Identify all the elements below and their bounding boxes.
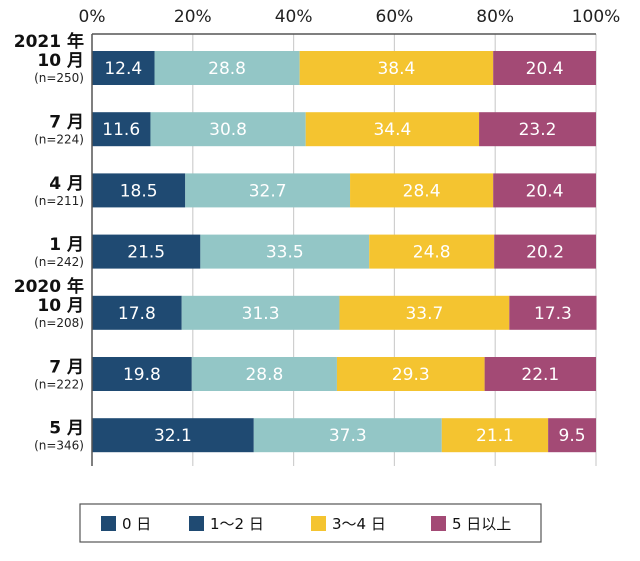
data-label: 38.4 <box>377 59 415 79</box>
bar-segment <box>92 295 182 330</box>
data-label: 12.4 <box>104 59 142 79</box>
bar-segment <box>92 51 155 85</box>
data-label: 19.8 <box>123 365 161 385</box>
bar-segment <box>92 112 151 147</box>
category-labels: 2021 年10 月(n=250)7 月(n=224)4 月(n=211)1 月… <box>14 31 84 453</box>
axes <box>91 33 596 466</box>
bars: 12.4 28.8 38.4 20.4 11.6 30.8 34.4 23.2 18.5 32.7… <box>92 51 597 453</box>
legend-swatch <box>101 516 116 531</box>
category-n-label: (n=224) <box>34 133 84 147</box>
data-label: 20.2 <box>526 243 564 263</box>
bar-segment <box>484 357 596 391</box>
bar-segment <box>441 418 549 453</box>
legend-swatch <box>311 516 326 531</box>
bar-segment <box>299 51 494 85</box>
bar-segment <box>479 112 596 147</box>
data-label: 34.4 <box>373 120 411 140</box>
data-label: 32.1 <box>154 426 192 446</box>
category-label: 5 月 <box>49 419 84 439</box>
data-label: 17.3 <box>534 304 572 324</box>
legend-label: 0 日 <box>122 515 151 533</box>
data-label: 28.8 <box>208 59 246 79</box>
category-label: 2021 年 <box>14 31 84 52</box>
data-label: 33.5 <box>266 243 304 263</box>
legend-box <box>79 503 542 543</box>
bar-segment <box>92 357 192 391</box>
data-label: 33.7 <box>405 304 443 324</box>
data-label: 21.5 <box>127 243 165 263</box>
category-label: 7 月 <box>49 113 84 133</box>
bar-segment <box>350 173 494 208</box>
data-label: 18.5 <box>120 181 158 201</box>
bar-segment <box>181 295 340 330</box>
category-label: 1 月 <box>49 235 84 255</box>
bar-segment <box>92 418 254 453</box>
legend-label: 5 日以上 <box>452 515 511 533</box>
data-label: 31.3 <box>242 304 280 324</box>
bar-segment <box>493 51 596 85</box>
bar-segment <box>191 357 337 391</box>
x-tick-label: 80% <box>476 7 514 27</box>
legend: 0 日 1〜2 日 3〜4 日 5 日以上 <box>79 503 542 543</box>
category-n-label: (n=208) <box>34 316 84 330</box>
bar-segment <box>154 51 300 85</box>
category-n-label: (n=211) <box>34 194 84 208</box>
x-tick-label: 40% <box>275 7 313 27</box>
x-tick-label: 20% <box>174 7 212 27</box>
x-tick-label: 60% <box>376 7 414 27</box>
category-label: 4 月 <box>49 174 84 194</box>
bar-segment <box>200 234 370 269</box>
bar-segment <box>253 418 442 453</box>
category-n-label: (n=250) <box>34 71 84 85</box>
legend-label: 1〜2 日 <box>210 515 264 533</box>
data-label: 28.4 <box>403 181 441 201</box>
data-label: 11.6 <box>102 120 140 140</box>
data-label: 28.8 <box>245 365 283 385</box>
bar-segment <box>509 295 597 330</box>
data-label: 20.4 <box>526 181 564 201</box>
bar-segment <box>92 173 186 208</box>
x-tick-label: 0% <box>79 7 106 27</box>
bar-segment <box>305 112 480 147</box>
bar-segment <box>150 112 306 147</box>
x-tick-label: 100% <box>572 7 621 27</box>
data-label: 17.8 <box>118 304 156 324</box>
x-tick-labels: 0% 20% 40% 60% 80% 100% <box>79 7 621 27</box>
category-label: 2020 年 <box>14 276 84 297</box>
bar-segment <box>493 173 596 208</box>
bar-segment <box>369 234 495 269</box>
bar-segment <box>494 234 596 269</box>
category-label: 7 月 <box>49 358 84 378</box>
data-label: 32.7 <box>249 181 287 201</box>
legend-swatch <box>431 516 446 531</box>
category-label: 10 月 <box>37 51 84 71</box>
data-label: 20.4 <box>526 59 564 79</box>
bar-segment <box>185 173 351 208</box>
data-label: 9.5 <box>559 426 586 446</box>
category-label: 10 月 <box>37 296 84 316</box>
data-label: 24.8 <box>413 243 451 263</box>
data-label: 22.1 <box>521 365 559 385</box>
data-label: 30.8 <box>209 120 247 140</box>
data-label: 21.1 <box>476 426 514 446</box>
data-label: 23.2 <box>519 120 557 140</box>
data-label: 29.3 <box>392 365 430 385</box>
bar-segment <box>548 418 596 453</box>
data-label: 37.3 <box>329 426 367 446</box>
bar-segment <box>339 295 510 330</box>
category-n-label: (n=222) <box>34 378 84 392</box>
bar-segment <box>92 234 201 269</box>
legend-swatch <box>189 516 204 531</box>
bar-segment <box>336 357 485 391</box>
category-n-label: (n=242) <box>34 255 84 269</box>
category-n-label: (n=346) <box>34 439 84 453</box>
legend-label: 3〜4 日 <box>332 515 386 533</box>
